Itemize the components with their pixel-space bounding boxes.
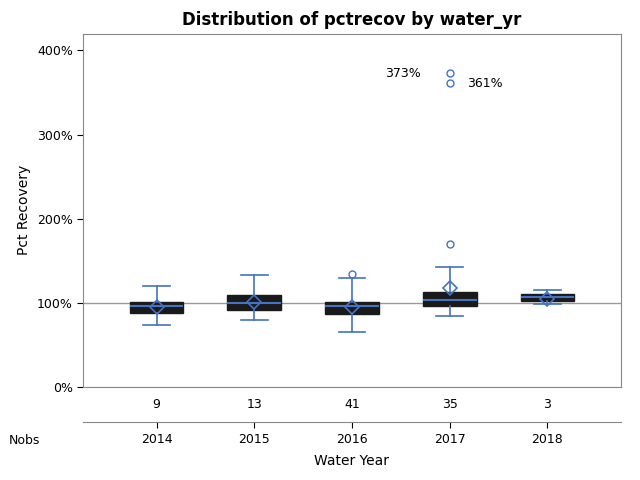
Text: Nobs: Nobs — [9, 433, 40, 446]
Y-axis label: Pct Recovery: Pct Recovery — [17, 165, 31, 255]
X-axis label: Water Year: Water Year — [314, 454, 390, 468]
Text: 35: 35 — [442, 398, 458, 411]
PathPatch shape — [325, 302, 379, 314]
PathPatch shape — [520, 295, 574, 301]
PathPatch shape — [227, 295, 281, 311]
PathPatch shape — [130, 302, 184, 313]
Text: 3: 3 — [543, 398, 552, 411]
Text: 41: 41 — [344, 398, 360, 411]
Text: 9: 9 — [152, 398, 161, 411]
Text: 373%: 373% — [385, 67, 420, 80]
Text: 13: 13 — [246, 398, 262, 411]
PathPatch shape — [423, 292, 477, 306]
Text: 361%: 361% — [467, 77, 503, 90]
Title: Distribution of pctrecov by water_yr: Distribution of pctrecov by water_yr — [182, 11, 522, 29]
